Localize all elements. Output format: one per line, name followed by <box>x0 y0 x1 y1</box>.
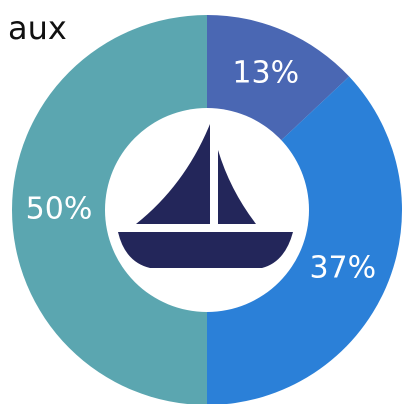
boat-icon <box>118 124 293 268</box>
value-label: 50% <box>26 192 93 227</box>
donut-segment <box>207 76 402 404</box>
value-labels: 13% 37% 50% <box>26 56 377 286</box>
value-label: 37% <box>309 250 376 285</box>
chart-title: aux <box>8 9 67 47</box>
value-label: 13% <box>232 56 299 91</box>
